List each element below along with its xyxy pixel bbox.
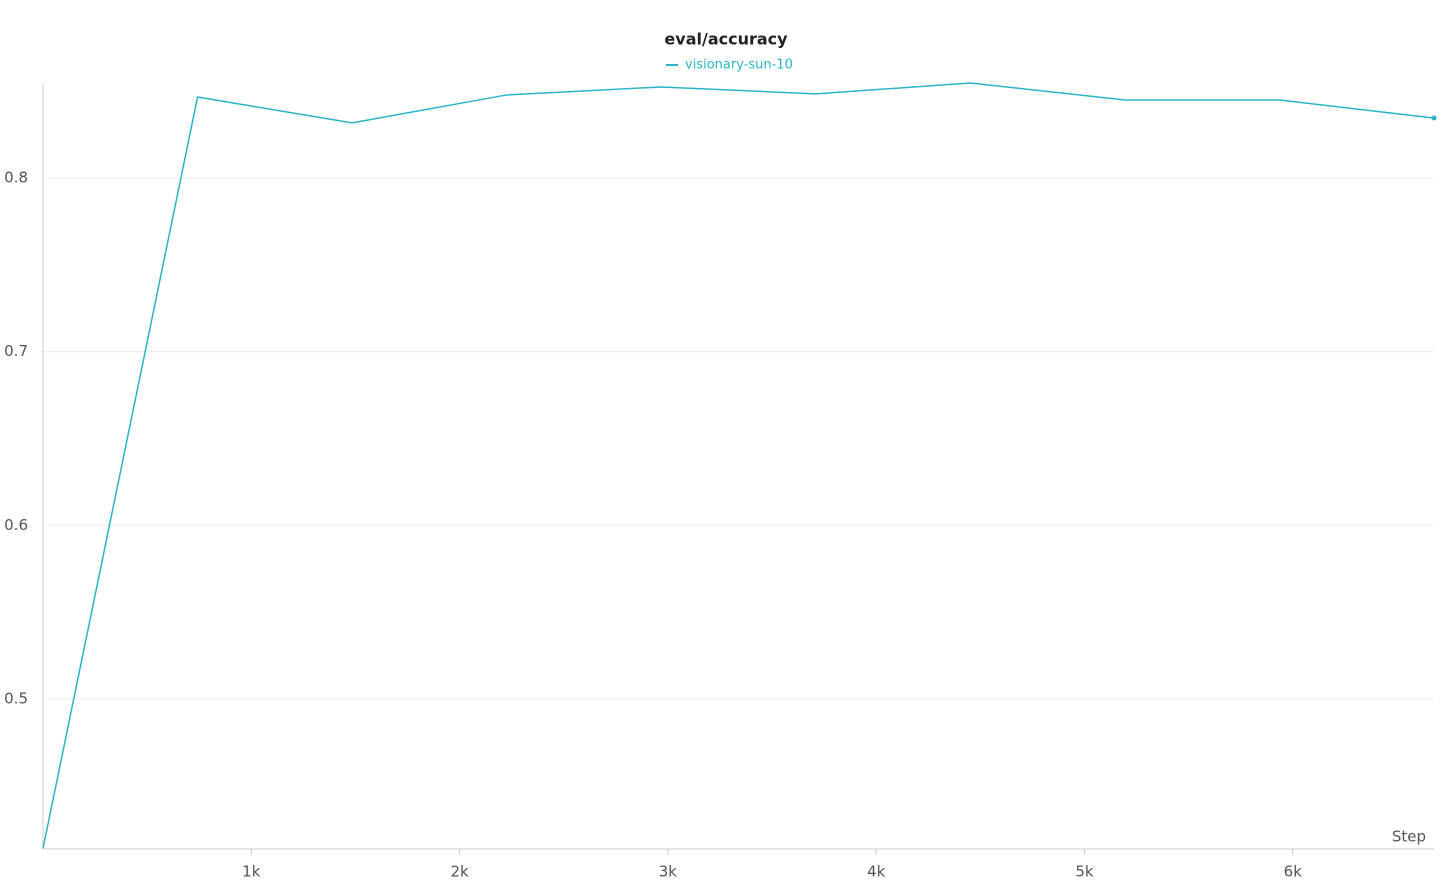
- x-axis-label: Step: [1392, 828, 1426, 846]
- y-tick-label: 0.6: [4, 516, 28, 534]
- x-tick-label: 5k: [1075, 863, 1094, 881]
- chart-title: eval/accuracy: [664, 30, 788, 49]
- x-tick-label: 3k: [659, 863, 678, 881]
- y-tick-label: 0.7: [4, 342, 28, 360]
- y-tick-label: 0.8: [4, 168, 28, 186]
- series-line: [42, 82, 1435, 849]
- end-point: [1431, 115, 1437, 121]
- x-tick-label: 4k: [867, 863, 886, 881]
- legend-label: visionary-sun-10: [685, 58, 793, 73]
- y-tick-label: 0.5: [4, 689, 28, 707]
- x-tick-label: 2k: [450, 863, 469, 881]
- x-tick-label: 6k: [1284, 863, 1303, 881]
- x-tick-label: 1k: [242, 863, 261, 881]
